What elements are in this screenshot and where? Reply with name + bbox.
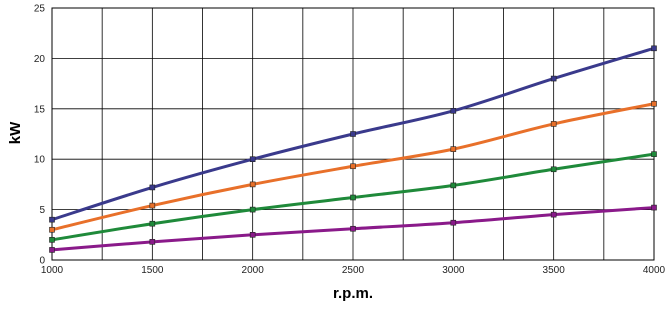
series-1 xyxy=(49,45,657,223)
y-tick-label: 5 xyxy=(39,205,45,216)
data-point xyxy=(49,216,55,223)
data-point xyxy=(249,232,256,238)
y-tick-label: 25 xyxy=(34,4,46,15)
series-3 xyxy=(49,151,657,243)
data-point xyxy=(550,211,557,218)
y-axis-title: kW xyxy=(7,121,24,144)
tick-labels: 1000 1500 2000 2500 3000 3500 4000 0 5 10 15 20 25 xyxy=(34,4,666,277)
x-tick-label: 2000 xyxy=(242,265,265,276)
data-point xyxy=(450,108,457,114)
x-tick-label: 3000 xyxy=(442,265,465,276)
data-point xyxy=(49,226,55,233)
data-point xyxy=(149,239,156,245)
data-point xyxy=(651,45,657,52)
data-point xyxy=(49,237,55,243)
data-point xyxy=(651,204,657,211)
x-axis-title: r.p.m. xyxy=(333,285,373,302)
data-point xyxy=(350,131,356,137)
series-2 xyxy=(49,100,657,233)
data-point xyxy=(450,219,457,226)
x-tick-label: 4000 xyxy=(643,265,666,276)
series-4 xyxy=(49,204,657,253)
data-point xyxy=(450,146,457,152)
x-tick-label: 1000 xyxy=(41,265,64,276)
x-tick-label: 2500 xyxy=(342,265,365,276)
data-point xyxy=(249,181,256,188)
data-point xyxy=(149,220,156,227)
y-tick-label: 10 xyxy=(34,155,46,166)
y-tick-label: 20 xyxy=(34,54,46,65)
data-point xyxy=(450,182,457,189)
data-point xyxy=(249,156,256,162)
x-tick-label: 1500 xyxy=(141,265,164,276)
data-point xyxy=(249,206,256,213)
y-tick-label: 15 xyxy=(34,104,46,115)
data-point xyxy=(651,100,657,107)
data-point xyxy=(149,184,156,191)
y-tick-label: 0 xyxy=(39,256,45,267)
data-point xyxy=(350,194,356,201)
data-point xyxy=(550,121,557,127)
series-group xyxy=(49,45,657,253)
data-point xyxy=(149,202,156,209)
data-point xyxy=(350,163,356,170)
data-point xyxy=(651,151,657,157)
data-point xyxy=(350,225,356,232)
x-tick-label: 3500 xyxy=(543,265,566,276)
data-point xyxy=(550,166,557,173)
data-point xyxy=(550,75,557,82)
data-point xyxy=(49,247,55,253)
